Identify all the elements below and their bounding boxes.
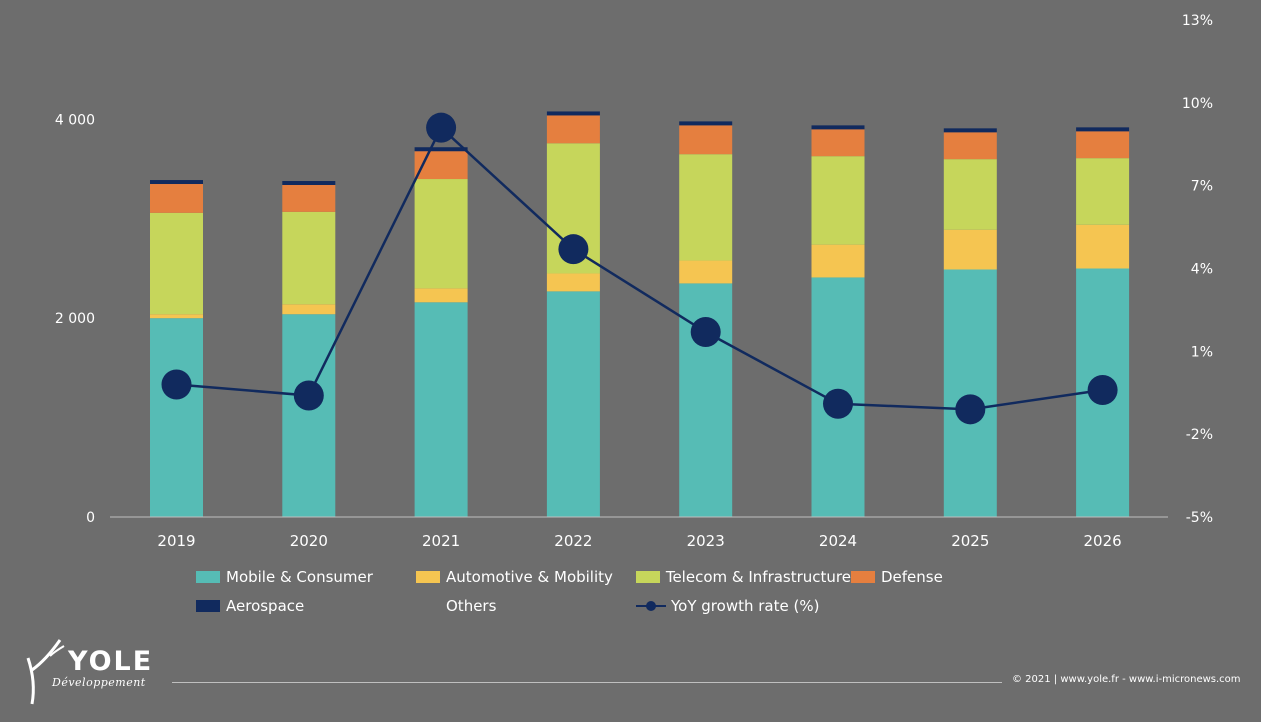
growth-point [426,112,457,143]
growth-point [1087,374,1118,405]
bar-segment [1076,127,1130,132]
legend-item-aerospace: Aerospace [196,597,416,615]
right-tick-label: 7% [1191,179,1213,195]
right-tick-label: 1% [1191,344,1213,360]
legend-label: Mobile & Consumer [226,567,373,586]
legend-swatch [416,600,440,612]
bar-segment [282,304,336,315]
right-tick-label: -5% [1186,510,1213,526]
x-tick-label: 2020 [290,532,328,550]
bar-segment [811,129,865,157]
bar-segment [414,288,468,303]
bar-segment [150,314,203,319]
legend-swatch [196,570,220,583]
bar-segment [1076,224,1130,269]
x-tick-label: 2025 [951,532,989,550]
growth-point [161,369,192,400]
bar-segment [679,121,733,126]
legend: Mobile & Consumer Automotive & Mobility … [196,562,986,620]
bar-segment [414,179,468,289]
logo-mark-icon [26,639,65,705]
logo-name: YOLE [68,646,154,677]
bar-segment [546,111,600,116]
bar-segment [282,314,336,517]
left-axis-ticks: 0 2 000 4 000 [55,112,95,526]
legend-label: Defense [881,567,943,586]
legend-item-defense: Defense [851,568,943,586]
bar-segment [546,115,600,144]
x-tick-label: 2026 [1084,532,1122,550]
bar-segment [150,318,203,517]
bar-segment [811,156,865,245]
growth-point [955,394,986,425]
bar-segment [943,159,997,230]
legend-label: Others [446,596,497,615]
bar-segment [546,291,600,517]
right-tick-label: 4% [1191,262,1213,278]
footer-divider [172,682,1002,683]
legend-swatch [636,570,660,583]
bar-segment [150,184,203,213]
legend-swatch [196,599,220,612]
bars-group [150,111,1130,517]
bar-segment [943,229,997,270]
right-axis-ticks: -5% -2% 1% 4% 7% 10% 13% [1182,13,1213,526]
legend-label: Telecom & Infrastructure [665,567,851,586]
bar-segment [811,244,865,278]
bar-segment [943,128,997,133]
legend-swatch [416,570,440,583]
right-tick-label: 10% [1182,96,1213,112]
left-tick-label: 2 000 [55,311,95,327]
footer-copyright: © 2021 | www.yole.fr - www.i-micronews.c… [1012,674,1241,685]
growth-line [176,125,1103,411]
legend-item-mobile: Mobile & Consumer [196,568,416,586]
x-tick-label: 2021 [422,532,460,550]
legend-item-automotive: Automotive & Mobility [416,568,636,586]
bar-segment [282,185,336,212]
growth-point [293,380,324,411]
x-tick-label: 2019 [157,532,195,550]
legend-swatch [851,570,875,583]
bar-segment [414,147,468,152]
bar-segment [811,125,865,130]
x-tick-label: 2022 [554,532,592,550]
growth-point [558,234,589,265]
bar-segment [1076,131,1130,159]
left-tick-label: 4 000 [55,112,95,128]
bar-segment [150,180,203,185]
left-tick-label: 0 [86,510,95,526]
bar-segment [546,273,600,292]
growth-line-group [161,112,1118,425]
bar-segment [943,269,997,517]
right-tick-label: 13% [1182,13,1213,29]
legend-label: YoY growth rate (%) [671,596,820,615]
right-tick-label: -2% [1186,427,1213,443]
growth-point [823,388,853,419]
bar-segment [679,125,733,155]
x-axis-ticks: 2019 2020 2021 2022 2023 2024 2025 2026 [157,532,1121,550]
bar-segment [679,154,733,261]
legend-label: Aerospace [226,596,305,615]
logo-subtitle: Développement [52,676,146,689]
legend-item-telecom: Telecom & Infrastructure [636,568,851,586]
bar-segment [282,211,336,305]
yole-logo: YOLE Développement [20,636,180,706]
legend-line-swatch [636,600,666,612]
growth-point [690,317,721,348]
x-tick-label: 2024 [819,532,857,550]
bar-segment [943,132,997,160]
bar-segment [282,181,336,186]
legend-item-others: Others [416,597,636,615]
x-tick-label: 2023 [687,532,725,550]
legend-item-growth: YoY growth rate (%) [636,597,819,615]
legend-label: Automotive & Mobility [446,567,613,586]
bar-segment [150,212,203,315]
bar-segment [414,302,468,517]
bar-segment [679,260,733,284]
bar-segment [1076,158,1130,225]
